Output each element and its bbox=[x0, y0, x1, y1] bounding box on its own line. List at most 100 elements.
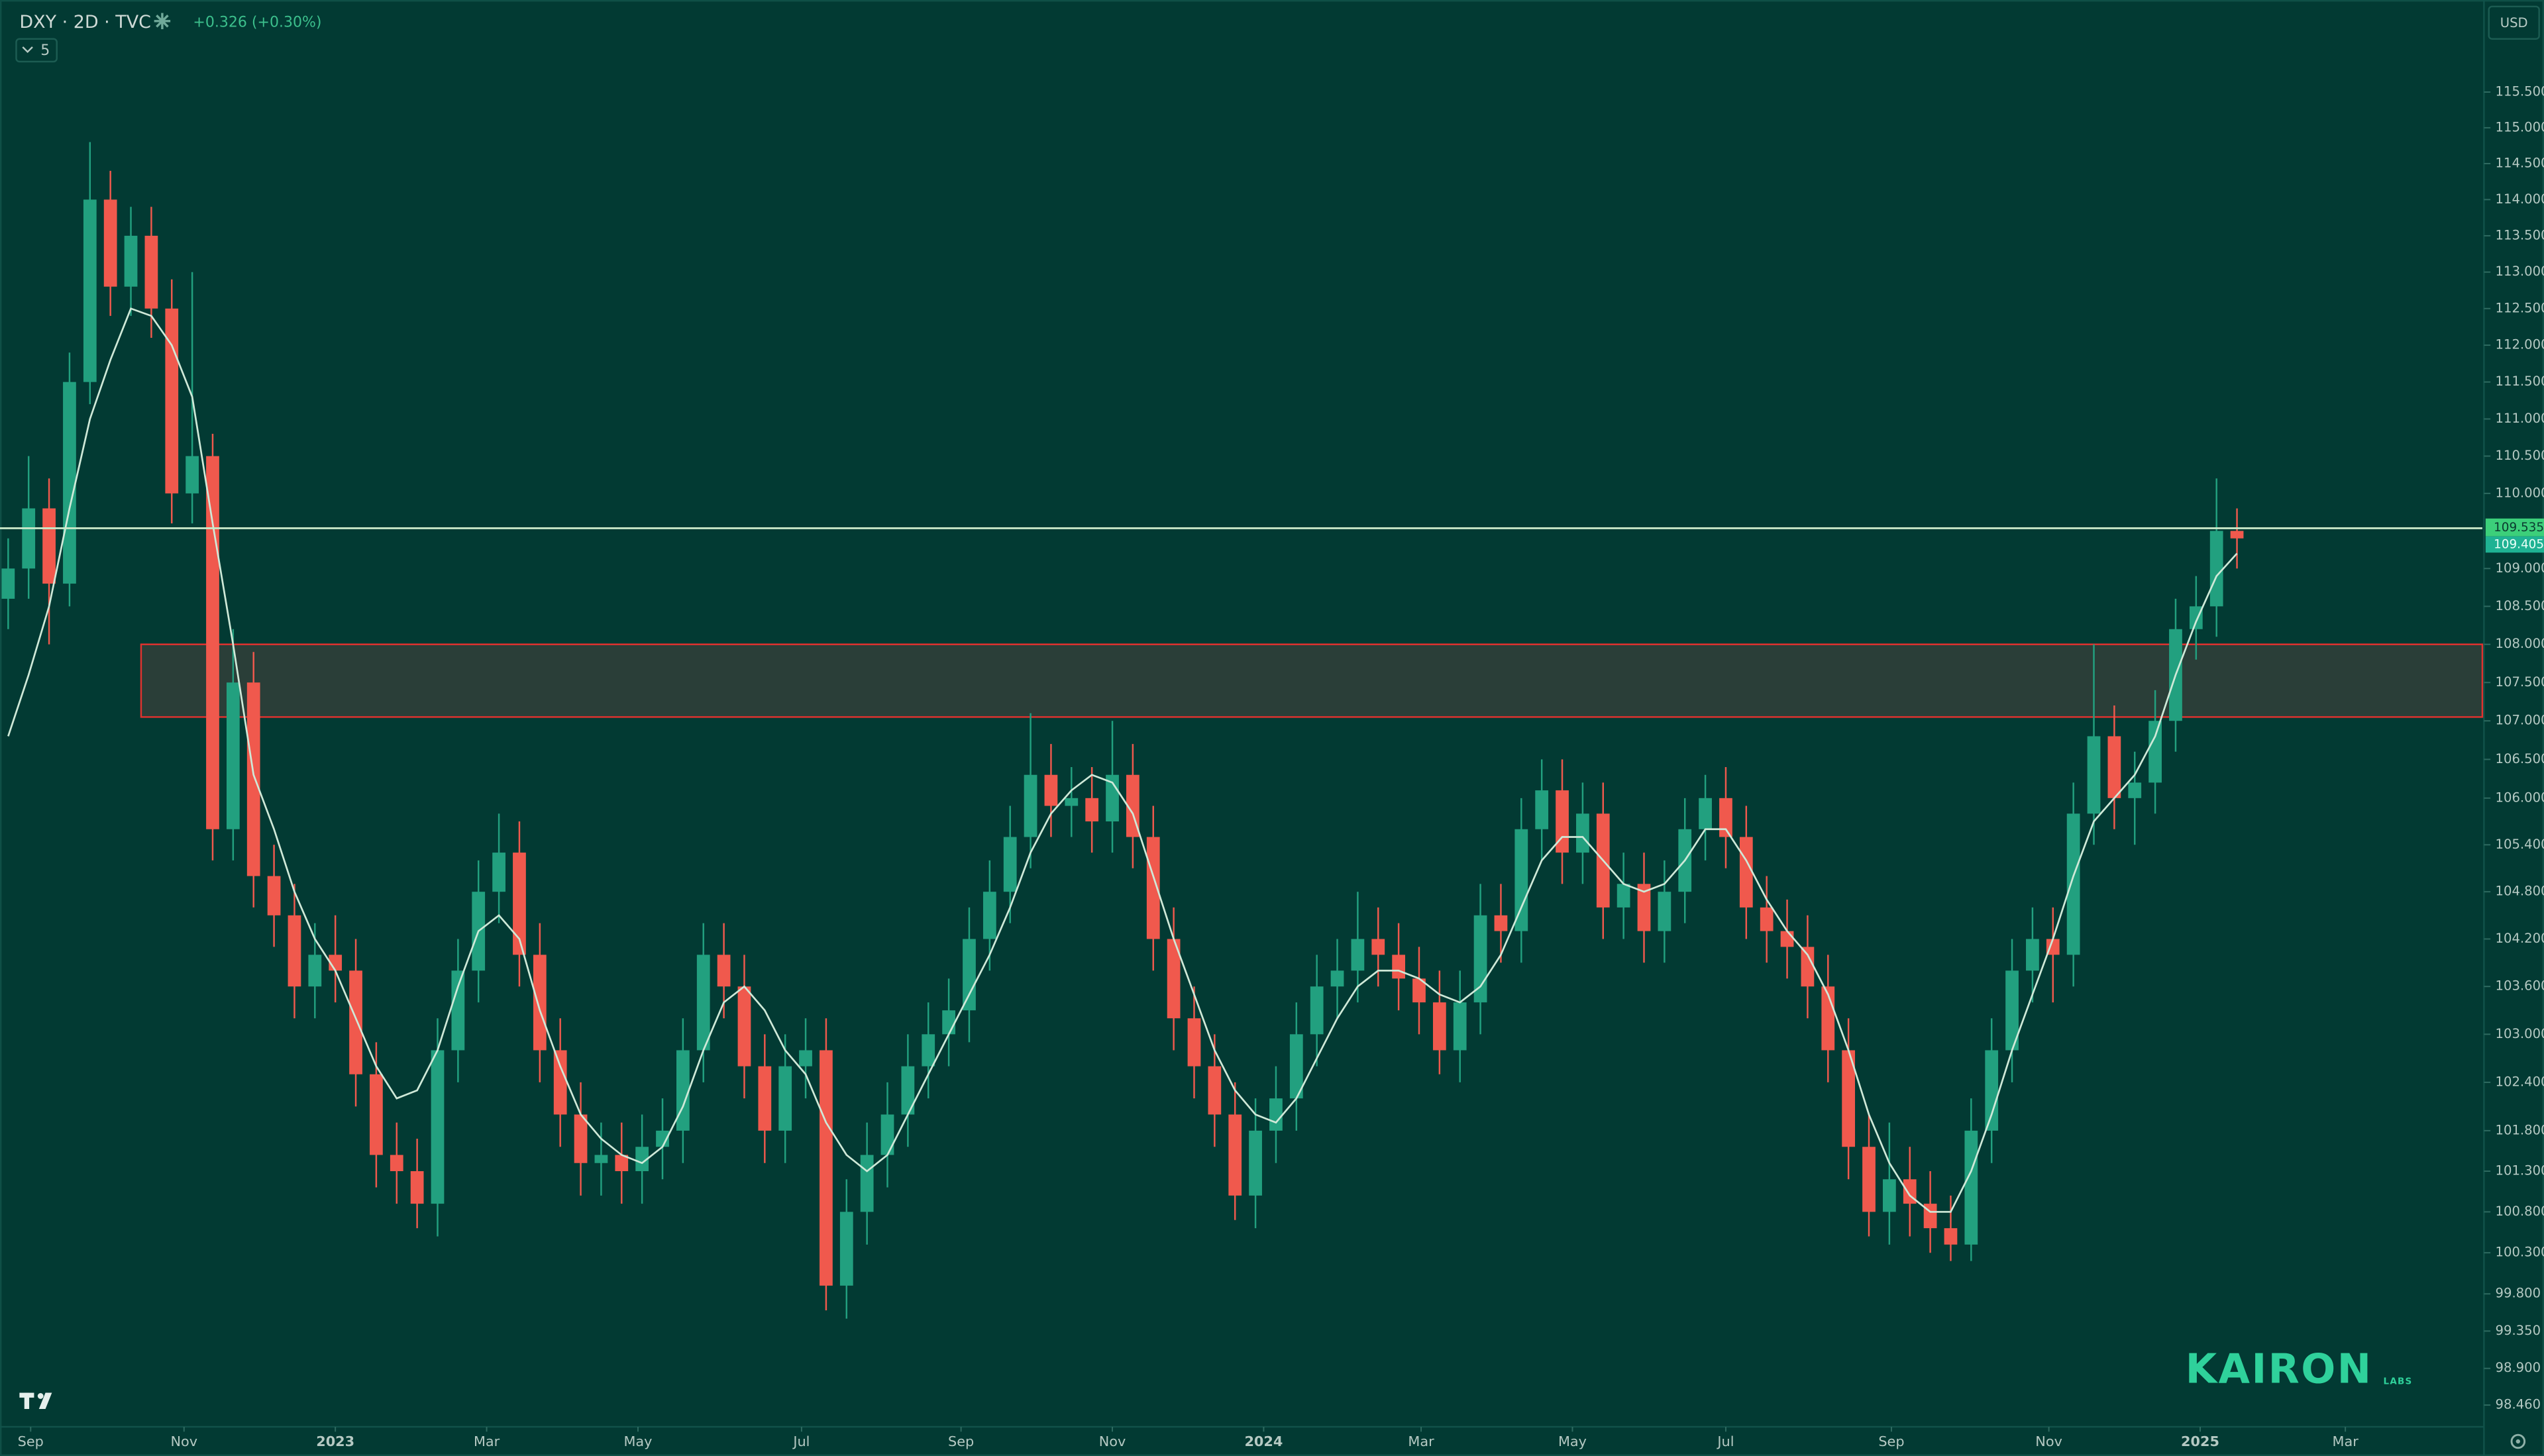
candle-body bbox=[1862, 1147, 1876, 1212]
candle-body bbox=[696, 955, 710, 1051]
candle-body bbox=[431, 1050, 445, 1204]
moving-average bbox=[7, 307, 2238, 1213]
y-tick-label: 112.500 bbox=[2496, 300, 2544, 315]
tradingview-logo bbox=[19, 1392, 52, 1410]
y-tick-label: 99.800 bbox=[2496, 1286, 2541, 1301]
candle-body bbox=[2087, 736, 2101, 814]
candle-body bbox=[1739, 837, 1753, 908]
candle-body bbox=[1576, 813, 1589, 853]
candle-body bbox=[144, 235, 158, 309]
settings-icon[interactable] bbox=[2510, 1433, 2526, 1449]
candle-body bbox=[2066, 813, 2080, 955]
y-tick-label: 114.000 bbox=[2496, 191, 2544, 207]
y-tick-label: 106.000 bbox=[2496, 790, 2544, 805]
candle-body bbox=[1, 568, 15, 599]
candle-body bbox=[1882, 1179, 1896, 1212]
y-tick-label: 110.500 bbox=[2496, 448, 2544, 463]
candle-body bbox=[615, 1155, 629, 1171]
candle-body bbox=[1801, 947, 1815, 987]
candle-body bbox=[1658, 892, 1671, 931]
y-tick-label: 108.500 bbox=[2496, 598, 2544, 613]
x-tick-label: Mar bbox=[474, 1433, 500, 1449]
candle-body bbox=[820, 1050, 833, 1286]
candle-body bbox=[1637, 884, 1651, 931]
candle-body bbox=[492, 853, 505, 892]
y-tick-label: 99.350 bbox=[2496, 1323, 2541, 1338]
candle-body bbox=[1719, 798, 1732, 837]
candle-body bbox=[22, 508, 36, 569]
y-tick-label: 113.500 bbox=[2496, 227, 2544, 242]
candle-body bbox=[1187, 1018, 1201, 1066]
candle-body bbox=[1985, 1050, 1999, 1131]
candle-body bbox=[1085, 798, 1099, 822]
currency-button[interactable] bbox=[2488, 5, 2540, 40]
candle-body bbox=[63, 382, 76, 584]
candle-body bbox=[2046, 939, 2060, 955]
candle-body bbox=[1514, 829, 1528, 931]
y-tick-label: 101.800 bbox=[2496, 1122, 2544, 1137]
level-label-box bbox=[2485, 518, 2544, 537]
candle-body bbox=[1310, 986, 1324, 1035]
candle-body bbox=[124, 235, 138, 287]
candle-body bbox=[2189, 606, 2203, 629]
candle-body bbox=[1249, 1130, 1262, 1196]
y-tick-label: 105.400 bbox=[2496, 837, 2544, 852]
x-tick-label: 2023 bbox=[316, 1433, 354, 1449]
x-tick-label: Sep bbox=[1878, 1433, 1904, 1449]
candle-body bbox=[2026, 939, 2039, 971]
candle-body bbox=[533, 955, 547, 1051]
candle-body bbox=[1044, 774, 1058, 806]
candle-body bbox=[2128, 782, 2142, 798]
candle-body bbox=[860, 1155, 874, 1212]
x-tick-label: Nov bbox=[2035, 1433, 2062, 1449]
candle-body bbox=[778, 1066, 792, 1131]
candle-body bbox=[1330, 970, 1344, 987]
y-tick-label: 112.000 bbox=[2496, 337, 2544, 352]
candle-body bbox=[1024, 774, 1037, 837]
candle-body bbox=[758, 1066, 772, 1131]
candle-body bbox=[1842, 1050, 1856, 1147]
candle-body bbox=[206, 456, 219, 829]
y-tick-label: 100.800 bbox=[2496, 1204, 2544, 1219]
y-tick-label: 102.400 bbox=[2496, 1074, 2544, 1089]
candle-body bbox=[922, 1034, 935, 1066]
y-tick-label: 111.500 bbox=[2496, 374, 2544, 389]
y-tick-label: 107.000 bbox=[2496, 713, 2544, 728]
candle-body bbox=[1228, 1114, 1242, 1196]
brand-logo-sub: LABS bbox=[2384, 1377, 2413, 1386]
candle-body bbox=[513, 853, 526, 955]
candle-body bbox=[1699, 798, 1712, 829]
candle-body bbox=[1453, 1002, 1467, 1051]
x-tick-label: Nov bbox=[170, 1433, 197, 1449]
candle-body bbox=[1412, 978, 1426, 1003]
x-tick-label: May bbox=[623, 1433, 652, 1449]
y-tick-label: 115.500 bbox=[2496, 83, 2544, 99]
indicator-toggle[interactable] bbox=[15, 38, 58, 63]
candle-body bbox=[1494, 915, 1508, 931]
candle-body bbox=[982, 892, 996, 939]
candle-body bbox=[1760, 907, 1774, 931]
y-tick-label: 101.300 bbox=[2496, 1163, 2544, 1178]
status-icon bbox=[154, 13, 171, 30]
y-tick-label: 98.460 bbox=[2496, 1397, 2541, 1412]
y-tick-label: 108.000 bbox=[2496, 636, 2544, 651]
candle-body bbox=[799, 1050, 812, 1066]
candle-body bbox=[1780, 931, 1794, 947]
y-tick-label: 114.500 bbox=[2496, 155, 2544, 170]
candle-body bbox=[2148, 721, 2162, 783]
x-tick-label: 2024 bbox=[1244, 1433, 1283, 1449]
y-tick-label: 113.000 bbox=[2496, 264, 2544, 279]
candle-body bbox=[1535, 790, 1549, 829]
candle-body bbox=[370, 1074, 383, 1155]
indicator-count: 5 bbox=[40, 42, 50, 59]
candle-body bbox=[451, 970, 465, 1051]
x-tick-label: Nov bbox=[1099, 1433, 1126, 1449]
candle-body bbox=[553, 1050, 567, 1115]
y-tick-label: 115.000 bbox=[2496, 119, 2544, 134]
candle-body bbox=[839, 1212, 853, 1286]
symbol-title[interactable]: DXY · 2D · TVC bbox=[19, 12, 151, 32]
candle-body bbox=[1208, 1066, 1222, 1115]
candle-body bbox=[288, 915, 301, 987]
